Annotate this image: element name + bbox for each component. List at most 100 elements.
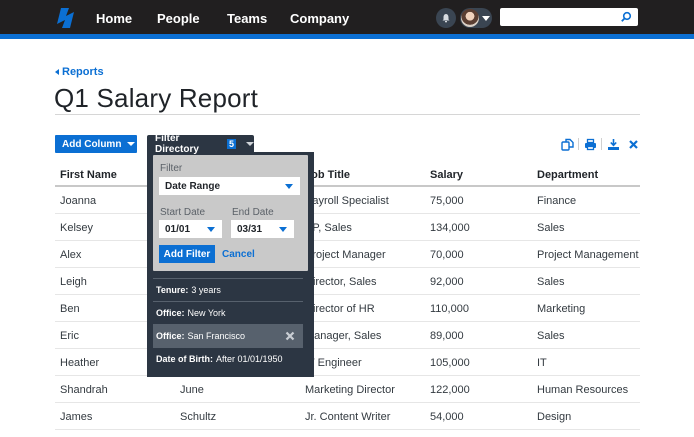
cell-salary: 122,000	[430, 384, 470, 396]
nav-people[interactable]: People	[157, 11, 200, 26]
column-header-job-title[interactable]: Job Title	[305, 169, 351, 181]
filter-value: San Francisco	[187, 331, 246, 341]
brand-logo-icon[interactable]	[54, 6, 78, 30]
cell-salary: 134,000	[430, 222, 470, 234]
chevron-down-icon	[279, 227, 287, 232]
add-filter-button[interactable]: Add Filter	[159, 245, 215, 263]
table-header: First Name Last Name Job Title Salary De…	[55, 163, 640, 187]
cell-last-name: June	[180, 384, 204, 396]
cell-job-title: Director of HR	[305, 303, 375, 315]
cell-first-name: Leigh	[60, 276, 87, 288]
download-button[interactable]	[606, 137, 620, 151]
cancel-button[interactable]: Cancel	[222, 249, 255, 260]
chevron-left-icon	[55, 69, 59, 75]
table-row[interactable]: Shandrah June Marketing Director 122,000…	[55, 376, 640, 403]
filter-label: Filter	[160, 163, 183, 174]
cell-department: Sales	[537, 276, 565, 288]
cell-first-name: Alex	[60, 249, 82, 261]
nav-teams[interactable]: Teams	[227, 11, 268, 26]
cell-job-title: Payroll Specialist	[305, 195, 389, 207]
filter-type-select[interactable]: Date Range	[159, 177, 300, 195]
cell-job-title: Project Manager	[305, 249, 386, 261]
nav-company[interactable]: Company	[290, 11, 350, 26]
filter-directory-panel: Filter Date Range Start Date End Date 01…	[147, 152, 314, 377]
table-row[interactable]: Joanna Payroll Specialist 75,000 Finance	[55, 187, 640, 214]
breadcrumb-reports[interactable]: Reports	[55, 66, 104, 78]
filter-key: Tenure:	[156, 285, 189, 295]
column-header-department[interactable]: Department	[537, 169, 599, 181]
search-box[interactable]	[500, 8, 638, 27]
cell-salary: 75,000	[430, 195, 464, 207]
chevron-down-icon	[285, 184, 293, 189]
search-input[interactable]	[500, 9, 610, 27]
nav-home[interactable]: Home	[96, 11, 133, 26]
cell-first-name: Kelsey	[60, 222, 94, 234]
end-date-select[interactable]: 03/31	[231, 220, 294, 238]
cell-salary: 92,000	[430, 276, 464, 288]
cell-department: Sales	[537, 330, 565, 342]
active-filter-item[interactable]: Tenure: 3 years	[153, 278, 303, 301]
download-icon	[607, 138, 619, 150]
column-header-salary[interactable]: Salary	[430, 169, 464, 181]
notifications-button[interactable]	[436, 8, 456, 28]
chevron-down-icon	[246, 142, 254, 146]
cell-department: Design	[537, 411, 572, 423]
add-filter-form: Filter Date Range Start Date End Date 01…	[153, 155, 308, 271]
table-row[interactable]: Heather IT Engineer 105,000 IT	[55, 349, 640, 376]
divider	[55, 114, 640, 115]
cell-job-title: Director, Sales	[305, 276, 377, 288]
table-row[interactable]: Kelsey VP, Sales 134,000 Sales	[55, 214, 640, 241]
end-date-value: 03/31	[237, 223, 263, 235]
active-filter-item-hovered[interactable]: Office: San Francisco	[153, 324, 303, 347]
cell-job-title: Jr. Content Writer	[305, 411, 391, 423]
cell-salary: 54,000	[430, 411, 464, 423]
cell-first-name: James	[60, 411, 93, 423]
add-column-button[interactable]: Add Column	[55, 135, 137, 153]
cell-salary: 110,000	[430, 303, 469, 315]
filter-count-badge: 5	[226, 139, 236, 149]
cell-department: Finance	[537, 195, 577, 207]
table-row[interactable]: Eric Manager, Sales 89,000 Sales	[55, 322, 640, 349]
divider	[578, 138, 579, 150]
cell-first-name: Eric	[60, 330, 79, 342]
cell-last-name: Schultz	[180, 411, 217, 423]
cell-job-title: VP, Sales	[305, 222, 352, 234]
remove-filter-icon[interactable]	[285, 331, 295, 341]
bell-icon	[442, 14, 450, 23]
cell-job-title: Manager, Sales	[305, 330, 382, 342]
cell-department: IT	[537, 357, 547, 369]
column-header-first-name[interactable]: First Name	[60, 169, 117, 181]
start-date-select[interactable]: 01/01	[159, 220, 222, 238]
cell-job-title: Marketing Director	[305, 384, 395, 396]
search-icon[interactable]	[620, 11, 632, 23]
print-icon	[584, 138, 596, 150]
filter-key: Office:	[156, 308, 185, 318]
active-filters-list: Tenure: 3 years Office: New York Office:…	[153, 278, 303, 370]
close-report-button[interactable]	[626, 137, 640, 151]
cell-salary: 89,000	[430, 330, 464, 342]
filter-value: After 01/01/1950	[216, 354, 283, 364]
filter-directory-label: Filter Directory	[155, 133, 199, 155]
filter-key: Date of Birth:	[156, 354, 213, 364]
cell-first-name: Ben	[60, 303, 80, 315]
copy-icon	[560, 138, 574, 151]
chevron-down-icon	[482, 16, 490, 21]
table-row[interactable]: Ben Director of HR 110,000 Marketing	[55, 295, 640, 322]
active-filter-item[interactable]: Office: New York	[153, 301, 303, 324]
cell-first-name: Joanna	[60, 195, 97, 207]
add-column-label: Add Column	[62, 138, 122, 150]
user-menu-button[interactable]	[460, 8, 492, 28]
cell-department: Project Management	[537, 249, 639, 261]
cell-department: Marketing	[537, 303, 586, 315]
active-filter-item[interactable]: Date of Birth: After 01/01/1950	[153, 347, 303, 370]
start-date-value: 01/01	[165, 223, 191, 235]
breadcrumb-label: Reports	[62, 66, 104, 78]
filter-directory-button[interactable]: Filter Directory 5	[147, 133, 254, 155]
table-row[interactable]: James Schultz Jr. Content Writer 54,000 …	[55, 403, 640, 430]
table-row[interactable]: Leigh Director, Sales 92,000 Sales	[55, 268, 640, 295]
table-row[interactable]: Alex Project Manager 70,000 Project Mana…	[55, 241, 640, 268]
copy-button[interactable]	[560, 137, 574, 151]
topbar-accent-stripe	[0, 34, 694, 39]
cell-department: Sales	[537, 222, 565, 234]
print-button[interactable]	[583, 137, 597, 151]
